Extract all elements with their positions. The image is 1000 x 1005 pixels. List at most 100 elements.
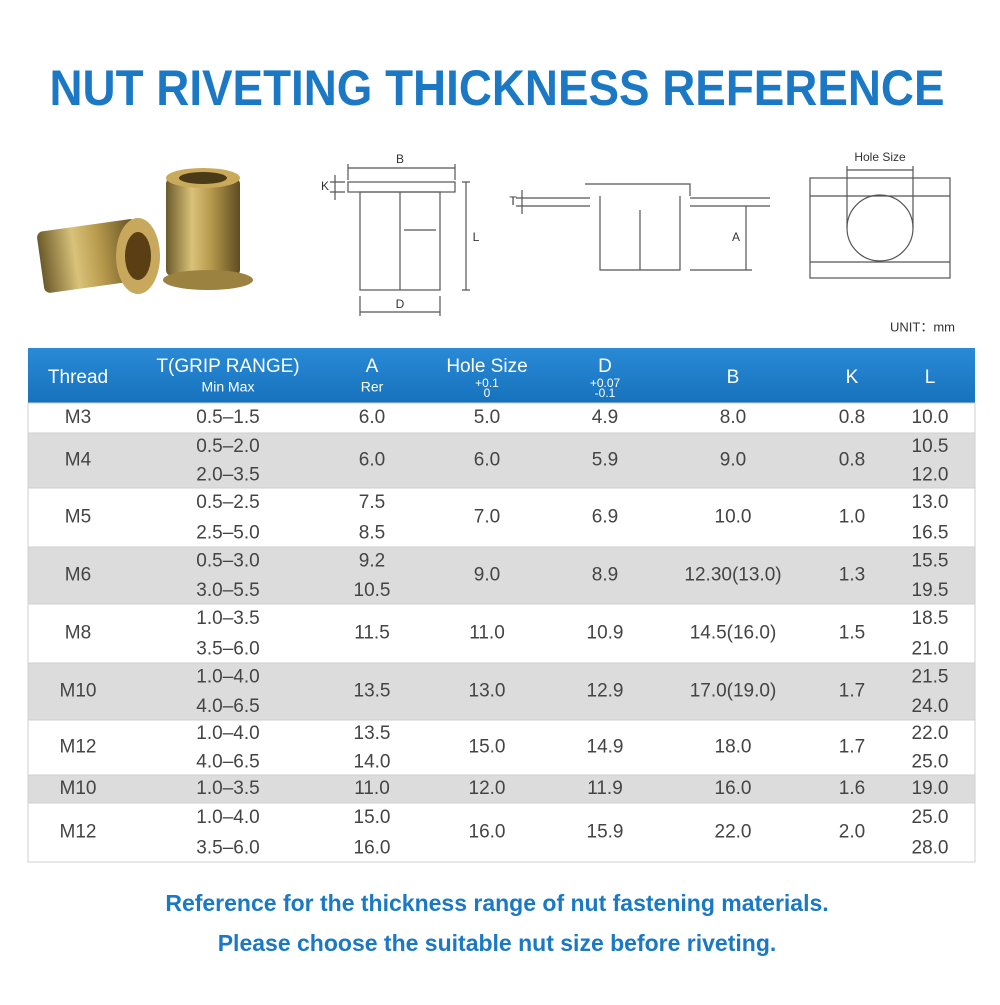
- table-cell: 1.7: [839, 681, 865, 702]
- table-cell: 22.0: [715, 822, 752, 843]
- table-cell: M12: [60, 737, 97, 758]
- table-header: +0.07: [590, 376, 621, 390]
- table-cell: 5.9: [592, 450, 618, 471]
- table-cell: 13.0: [912, 492, 949, 513]
- table-cell: 19.5: [912, 580, 949, 601]
- title: NUT RIVETING THICKNESS REFERENCE: [50, 60, 945, 116]
- table-cell: 15.5: [912, 550, 949, 571]
- table-cell: 1.0–4.0: [196, 807, 259, 828]
- nut-photo: [37, 168, 253, 294]
- table-cell: 19.0: [912, 778, 949, 799]
- label-k: K: [321, 179, 329, 193]
- table-header: T(GRIP RANGE): [156, 356, 299, 377]
- table-cell: 1.0–3.5: [196, 778, 259, 799]
- table-header: L: [925, 367, 936, 388]
- table-cell: 14.9: [587, 737, 624, 758]
- table-header: -0.1: [595, 386, 616, 400]
- table-row-bg: [27, 662, 976, 721]
- table-row-bg: [27, 802, 976, 863]
- table-cell: M12: [60, 822, 97, 843]
- table-cell: 1.7: [839, 737, 865, 758]
- table-row-bg: [27, 402, 976, 434]
- rivet-nut-diagram: [330, 164, 951, 316]
- table-header: Rer: [361, 379, 384, 395]
- table-cell: 13.5: [354, 723, 391, 744]
- table-cell: 12.30(13.0): [684, 565, 781, 586]
- table-cell: 12.0: [912, 464, 949, 485]
- table-cell: 14.0: [354, 751, 391, 772]
- table-cell: 4.9: [592, 407, 618, 428]
- table-cell: 16.5: [912, 522, 949, 543]
- table-cell: 1.0–4.0: [196, 723, 259, 744]
- table-cell: 10.5: [354, 580, 391, 601]
- table-cell: 1.6: [839, 778, 865, 799]
- table-cell: 0.5–2.5: [196, 492, 259, 513]
- table-cell: 15.9: [587, 822, 624, 843]
- table-cell: 25.0: [912, 751, 949, 772]
- table-cell: 9.0: [474, 565, 500, 586]
- table-cell: 1.3: [839, 565, 865, 586]
- table-cell: 21.0: [912, 638, 949, 659]
- label-b: B: [396, 152, 404, 166]
- table-cell: 22.0: [912, 723, 949, 744]
- table-cell: 11.9: [587, 778, 623, 799]
- table-header: K: [846, 367, 859, 388]
- table-row-bg: [27, 546, 976, 605]
- table-header: Hole Size: [446, 356, 527, 377]
- table-row-bg: [27, 603, 976, 664]
- table-header: B: [727, 367, 740, 388]
- table-cell: 3.5–6.0: [196, 638, 259, 659]
- table-cell: 10.5: [912, 436, 949, 457]
- table-cell: 11.5: [354, 623, 390, 644]
- table-cell: 6.0: [474, 450, 500, 471]
- label-t: T: [509, 194, 517, 208]
- table-header: D: [598, 356, 612, 377]
- table-cell: 2.5–5.0: [196, 522, 259, 543]
- table-cell: 14.5(16.0): [690, 623, 777, 644]
- table-cell: 0.5–3.0: [196, 550, 259, 571]
- table-row-bg: [27, 719, 976, 776]
- table-cell: 0.5–2.0: [196, 436, 259, 457]
- table-cell: 6.0: [359, 407, 385, 428]
- table-cell: M10: [60, 778, 97, 799]
- table-cell: 28.0: [912, 837, 949, 858]
- table-cell: 1.0–4.0: [196, 666, 259, 687]
- table-cell: 16.0: [354, 837, 391, 858]
- table-cell: 16.0: [715, 778, 752, 799]
- table-cell: 2.0: [839, 822, 865, 843]
- label-d: D: [396, 297, 405, 311]
- unit-label: UNIT：mm: [890, 319, 955, 334]
- table-cell: M5: [65, 507, 91, 528]
- table-cell: 1.0–3.5: [196, 608, 259, 629]
- table-cell: 15.0: [469, 737, 506, 758]
- table-header: +0.1: [475, 376, 499, 390]
- table-cell: 9.0: [720, 450, 746, 471]
- table-header: A: [366, 356, 379, 377]
- table-cell: 10.0: [715, 507, 752, 528]
- table-cell: 12.9: [587, 681, 624, 702]
- table-cell: 4.0–6.5: [196, 696, 259, 717]
- table-cell: 24.0: [912, 696, 949, 717]
- table-cell: 0.5–1.5: [196, 407, 259, 428]
- table-cell: M3: [65, 407, 91, 428]
- table-cell: 7.5: [359, 492, 385, 513]
- table-cell: 8.9: [592, 565, 618, 586]
- table-cell: 17.0(19.0): [690, 681, 777, 702]
- table-cell: 10.9: [587, 623, 624, 644]
- table-cell: 0.8: [839, 450, 865, 471]
- table-cell: 18.5: [912, 608, 949, 629]
- table-header-bg: [28, 348, 975, 403]
- table-cell: 12.0: [469, 778, 506, 799]
- table-row-bg: [27, 432, 976, 489]
- table-cell: M6: [65, 565, 91, 586]
- label-a: A: [732, 230, 740, 244]
- table-cell: 1.0: [839, 507, 865, 528]
- table-cell: 16.0: [469, 822, 506, 843]
- table-header: 0: [484, 386, 491, 400]
- table-cell: 9.2: [359, 550, 385, 571]
- table-cell: 13.0: [469, 681, 506, 702]
- label-l: L: [473, 230, 480, 244]
- table-cell: 15.0: [354, 807, 391, 828]
- table-cell: 21.5: [912, 666, 949, 687]
